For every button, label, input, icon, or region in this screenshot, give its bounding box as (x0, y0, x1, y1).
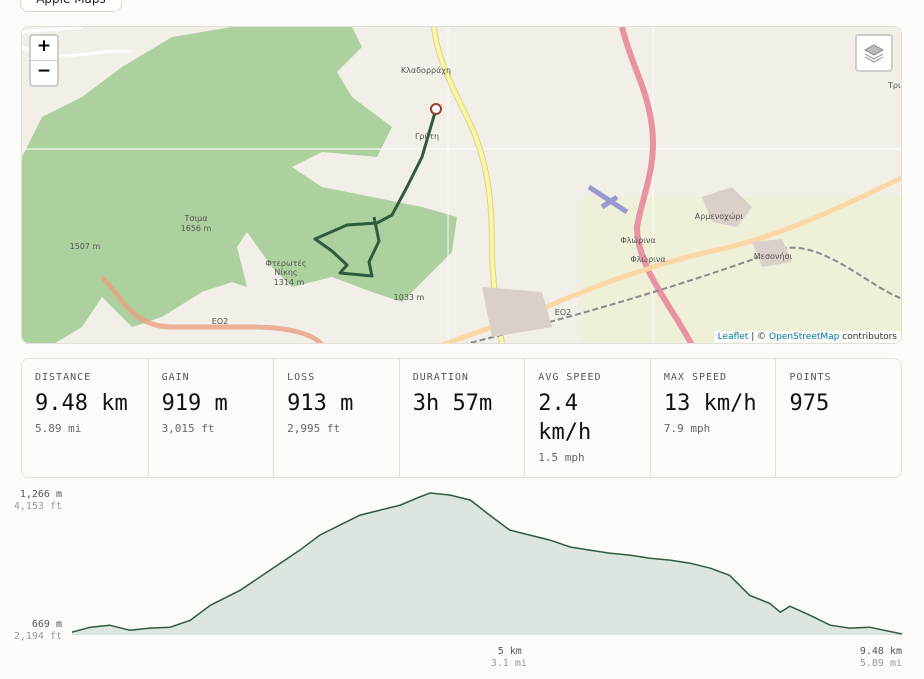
elevation-area (72, 493, 902, 635)
stat-label: LOSS (287, 372, 316, 383)
map[interactable]: Κλαδορράχη Γρύτη Αρμενοχώρι Μεσονήσι Φλώ… (21, 26, 902, 344)
stat-value: 9.48 km (35, 391, 128, 416)
leaflet-link[interactable]: Leaflet (717, 332, 749, 342)
zoom-out[interactable]: − (31, 60, 57, 85)
stat-cell: LOSS 913 m 2,995 ft (273, 359, 399, 477)
stat-value: 2.4 km/h (538, 391, 592, 445)
copyright: © (757, 332, 767, 342)
map-label: 1314 m (274, 278, 305, 287)
layers-button[interactable] (855, 34, 893, 72)
stat-value: 913 m (287, 391, 354, 416)
stats-panel: DISTANCE 9.48 km 5.89 mi GAIN 919 m 3,015 ft L… (21, 358, 902, 478)
map-label: Τσιμα (183, 214, 207, 223)
apple-maps-button[interactable]: Apple Maps (20, 0, 122, 12)
stat-sub: 7.9 mph (663, 422, 711, 435)
x-tick-label: 5 km (498, 646, 522, 657)
zoom-in[interactable]: + (36, 36, 52, 56)
map-label: Αρμενοχώρι (695, 211, 744, 221)
stat-label: MAX SPEED (663, 372, 728, 383)
map-label: Γρύτη (415, 131, 439, 141)
elevation-chart: 1,266 m 669 m 4,153 ft 2,194 ft 5 km 9.48 km 3… (14, 489, 903, 669)
layers-icon (863, 44, 885, 63)
stat-value: 919 m (161, 391, 228, 416)
stat-cell: DISTANCE 9.48 km 5.89 mi (22, 359, 148, 477)
map-label: ΕΟ2 (555, 308, 571, 317)
map-label: Νίκης (274, 268, 297, 277)
stat-cell: POINTS 975 (775, 359, 901, 477)
y2-tick-label: 2,194 ft (14, 631, 62, 642)
osm-link[interactable]: OpenStreetMap (769, 332, 840, 342)
map-label: Φλώρινα (620, 235, 655, 245)
stat-value: 3h 57m (412, 391, 493, 416)
stat-cell: GAIN 919 m 3,015 ft (147, 359, 274, 477)
map-tiles: Κλαδορράχη Γρύτη Αρμενοχώρι Μεσονήσι Φλώ… (22, 27, 901, 343)
map-label: 1656 m (181, 224, 212, 233)
stat-sub: 3,015 ft (161, 422, 215, 435)
x2-tick-label: 3.1 mi (491, 658, 527, 669)
map-label: Φλώρινα (630, 254, 665, 264)
elevation-line (71, 492, 903, 635)
map-label: Φτερωτές (265, 258, 306, 268)
map-label: 1033 m (394, 293, 425, 302)
map-label: Μεσονήσι (754, 252, 793, 261)
stat-cell: AVG SPEED 2.4 km/h 1.5 mph (524, 359, 650, 477)
x2-tick-label: 5.89 mi (860, 658, 902, 669)
x-tick-label: 9.48 km (860, 646, 902, 657)
stat-value: 13 km/h (663, 391, 757, 416)
separator: | (751, 332, 755, 342)
stat-label: DURATION (412, 372, 469, 383)
zoom-control: + − (29, 34, 59, 87)
attribution: Leaflet | © OpenStreetMap contributors (713, 331, 901, 343)
stat-label: AVG SPEED (538, 372, 602, 383)
map-label: Κλαδορράχη (401, 66, 451, 75)
map-label: Τρι (887, 81, 901, 90)
stat-cell: MAX SPEED 13 km/h 7.9 mph (649, 359, 776, 477)
stat-sub: 5.89 mi (35, 422, 82, 435)
stat-label: GAIN (161, 372, 190, 383)
y-tick-label: 669 m (32, 619, 62, 630)
y-tick-label: 1,266 m (20, 489, 62, 500)
stat-sub: 2,995 ft (287, 422, 341, 435)
contributors: contributors (842, 332, 897, 342)
y2-tick-label: 4,153 ft (14, 501, 62, 512)
stat-cell: DURATION 3h 57m (398, 359, 525, 477)
stat-value: 975 (789, 391, 830, 416)
stat-label: DISTANCE (35, 372, 92, 383)
stat-sub: 1.5 mph (538, 451, 585, 464)
map-label: ΕΟ2 (212, 317, 228, 326)
stat-label: POINTS (789, 372, 832, 383)
map-label: 1507 m (70, 242, 101, 251)
